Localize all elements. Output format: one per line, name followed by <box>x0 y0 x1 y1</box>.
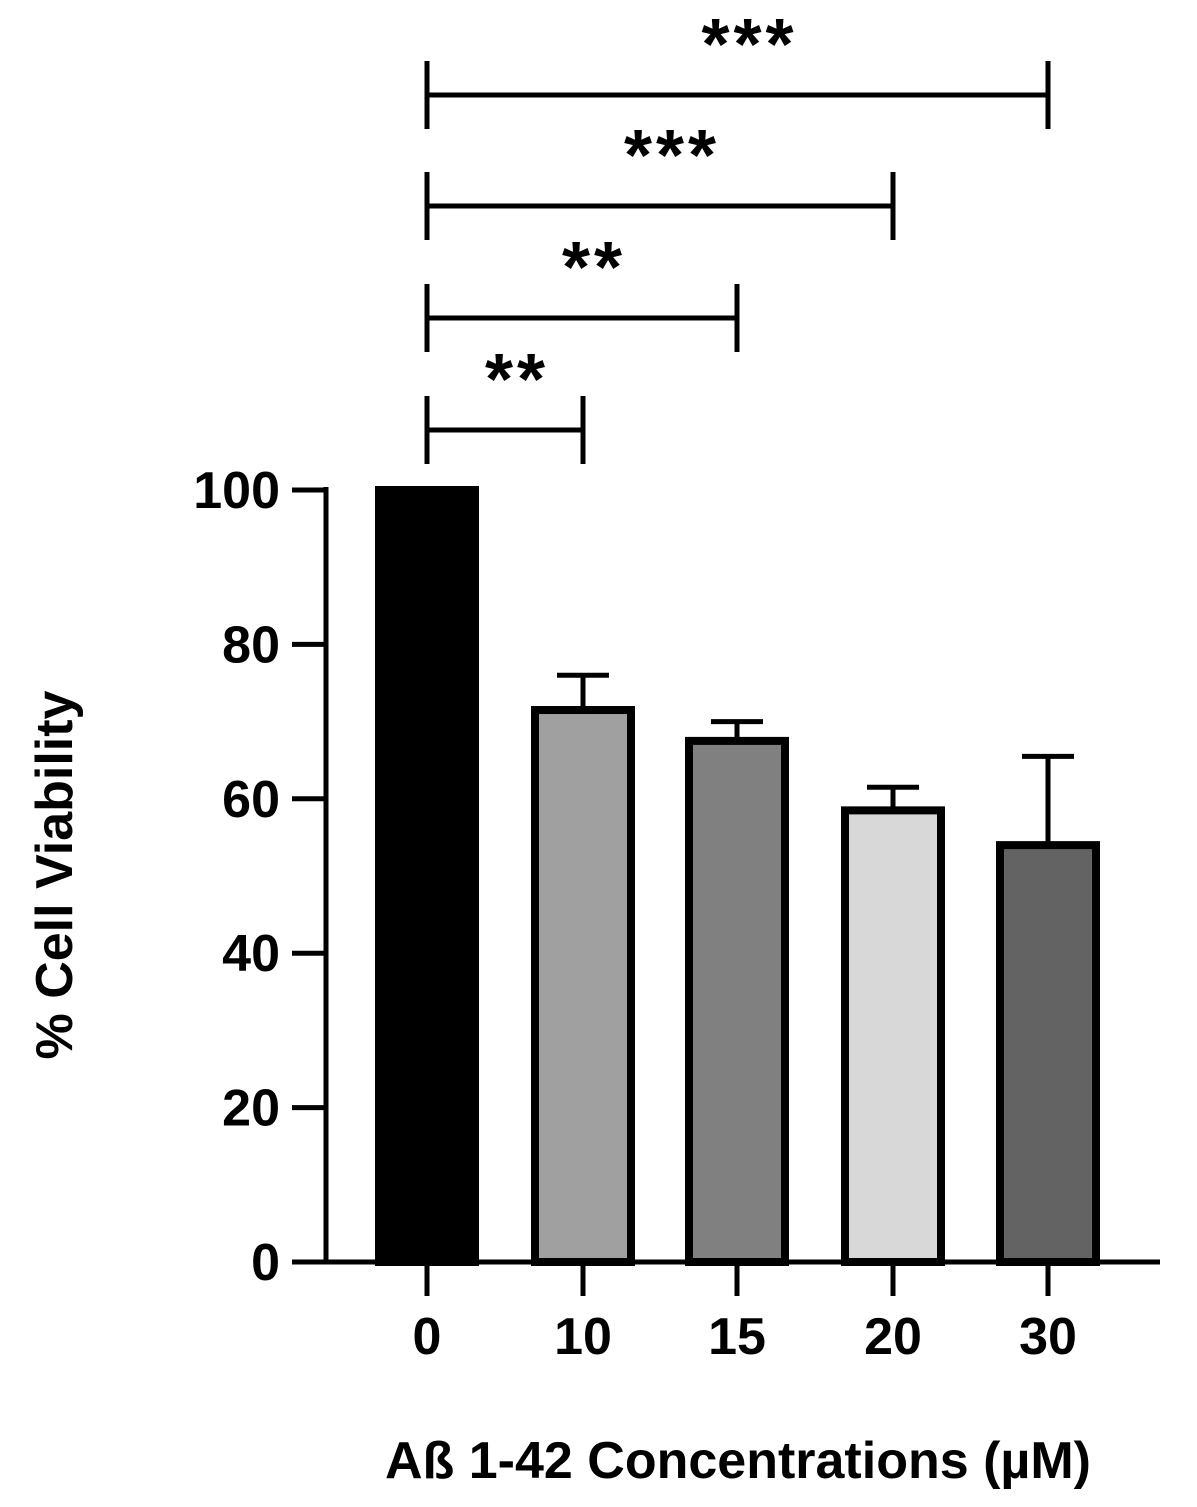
bar-10 <box>531 706 635 1266</box>
error-bars-layer <box>557 672 1074 846</box>
x-axis-label: Aß 1-42 Concentrations (µM) <box>385 1432 1091 1490</box>
y-axis-label: % Cell Viability <box>26 690 84 1059</box>
y-tick-label: 60 <box>222 771 280 829</box>
y-tick-label: 80 <box>222 616 280 674</box>
x-tick-label: 0 <box>413 1308 442 1366</box>
bar-15 <box>685 736 789 1266</box>
significance-label: *** <box>701 5 797 85</box>
bars-layer <box>375 486 1100 1266</box>
x-tick-label: 30 <box>1019 1308 1077 1366</box>
y-tick-label: 20 <box>222 1080 280 1138</box>
axes-layer: 0 20 40 60 80 100 0 10 15 20 30 <box>193 462 1160 1366</box>
y-tick-label: 0 <box>251 1234 280 1292</box>
bar-30 <box>996 841 1100 1266</box>
y-tick-label: 40 <box>222 925 280 983</box>
significance-label: ** <box>562 228 626 308</box>
y-tick-label: 100 <box>193 462 280 520</box>
bar-20 <box>841 806 945 1266</box>
significance-label: *** <box>624 116 720 196</box>
x-tick-label: 15 <box>708 1308 766 1366</box>
significance-layer: ********** <box>424 5 1051 464</box>
bar-0 <box>375 486 479 1266</box>
significance-label: ** <box>485 340 549 420</box>
x-tick-label: 20 <box>864 1308 922 1366</box>
x-tick-label: 10 <box>554 1308 612 1366</box>
